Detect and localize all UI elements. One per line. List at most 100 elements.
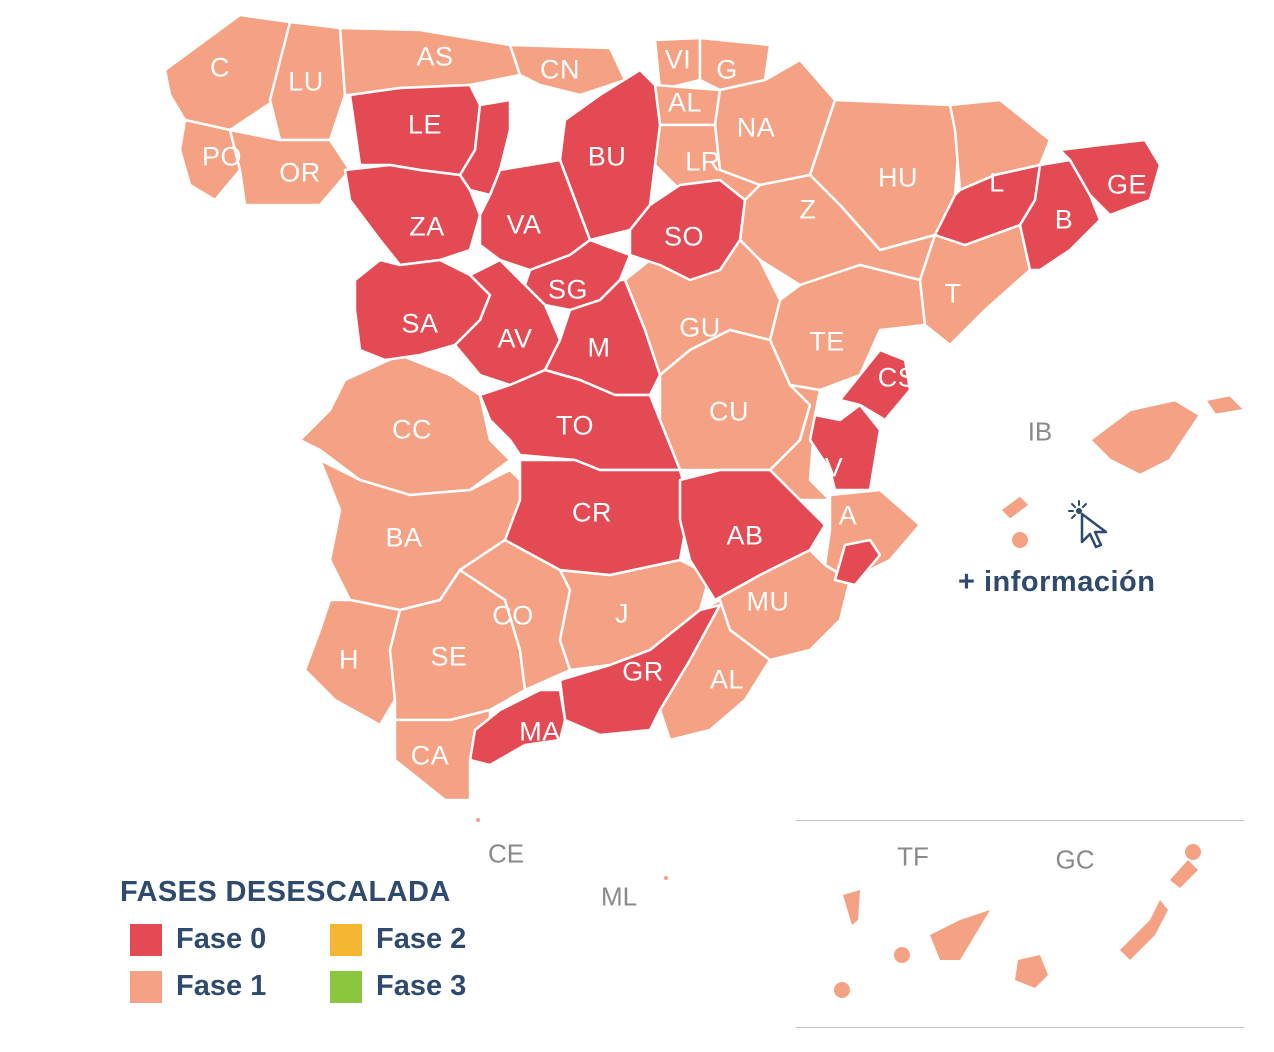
label-SO: SO	[663, 221, 705, 252]
region-AB[interactable]	[678, 468, 827, 602]
label-VA: VA	[506, 209, 542, 240]
region-ZA[interactable]	[343, 163, 482, 267]
label-CN: CN	[540, 54, 580, 85]
legend-item-fase2[interactable]: Fase 2	[320, 923, 520, 956]
label-ML: ML	[600, 881, 638, 912]
region-H[interactable]	[303, 598, 402, 727]
region-GC-graciosa[interactable]	[1185, 844, 1201, 860]
region-CE[interactable]	[476, 818, 480, 822]
legend-label-fase2: Fase 2	[376, 923, 467, 955]
region-SE[interactable]	[388, 568, 527, 722]
label-LE: LE	[407, 109, 443, 140]
label-VI: VI	[664, 44, 692, 75]
region-GC-lanzarote[interactable]	[1170, 860, 1198, 888]
legend-item-fase0[interactable]: Fase 0	[120, 923, 320, 956]
more-info-link[interactable]: + información	[958, 566, 1156, 598]
region-T[interactable]	[918, 223, 1032, 347]
legend-item-fase1[interactable]: Fase 1	[120, 970, 320, 1003]
region-A-coast[interactable]	[833, 538, 882, 587]
label-M: M	[587, 332, 611, 363]
region-IB-ibiza[interactable]	[998, 493, 1032, 522]
legend-item-fase3[interactable]: Fase 3	[320, 970, 520, 1003]
label-CU: CU	[709, 396, 749, 427]
legend-label-fase1: Fase 1	[176, 970, 267, 1002]
label-AB: AB	[726, 520, 764, 551]
swatch-fase0	[130, 923, 162, 956]
label-ZA: ZA	[409, 211, 445, 242]
legend: FASES DESESCALADA Fase 0 Fase 2 Fase 1 F…	[120, 876, 520, 1003]
label-MU: MU	[746, 586, 790, 617]
label-LR: LR	[685, 146, 721, 177]
label-TE: TE	[809, 326, 845, 357]
swatch-fase3	[330, 970, 362, 1003]
label-AL-alava: AL	[667, 87, 703, 118]
label-T: T	[944, 278, 962, 309]
label-TO: TO	[555, 410, 595, 441]
label-HU: HU	[878, 162, 918, 193]
region-GC-fuerteventura[interactable]	[1120, 900, 1168, 960]
label-LU: LU	[288, 66, 324, 97]
label-Z: Z	[799, 194, 817, 225]
swatch-fase1	[130, 970, 162, 1003]
label-L: L	[989, 167, 1005, 198]
region-TF-hierro[interactable]	[834, 982, 850, 998]
label-NA: NA	[736, 112, 776, 143]
region-IB-menorca[interactable]	[1203, 393, 1247, 417]
label-AL-almeria: AL	[709, 664, 745, 695]
region-MA[interactable]	[468, 688, 567, 767]
label-CC: CC	[392, 414, 432, 445]
label-MA: MA	[519, 716, 561, 747]
label-GE: GE	[1106, 169, 1148, 200]
legend-label-fase3: Fase 3	[376, 970, 467, 1002]
label-SE: SE	[430, 641, 468, 672]
label-CR: CR	[572, 497, 612, 528]
label-SA: SA	[401, 308, 439, 339]
region-C[interactable]	[163, 13, 292, 132]
label-AS: AS	[416, 41, 454, 72]
click-cursor-icon[interactable]	[1066, 498, 1122, 554]
canarias-inset-frame	[796, 820, 1244, 1028]
region-CS[interactable]	[838, 348, 912, 422]
label-C: C	[210, 52, 230, 83]
label-CO: CO	[492, 600, 534, 631]
label-BU: BU	[587, 141, 627, 172]
label-CS: CS	[877, 362, 917, 393]
label-OR: OR	[279, 157, 321, 188]
label-B: B	[1054, 204, 1074, 235]
region-IB-mallorca[interactable]	[1088, 398, 1202, 477]
legend-title: FASES DESESCALADA	[120, 876, 451, 908]
label-CA: CA	[410, 740, 450, 771]
label-J: J	[615, 598, 629, 629]
region-GR[interactable]	[558, 603, 722, 737]
region-GE[interactable]	[1058, 138, 1162, 217]
region-TF-gomera[interactable]	[894, 947, 910, 963]
region-V[interactable]	[808, 403, 882, 492]
label-TF: TF	[897, 841, 929, 872]
label-G: G	[716, 54, 738, 85]
legend-label-fase0: Fase 0	[176, 923, 267, 955]
label-CE: CE	[487, 838, 525, 869]
region-CA[interactable]	[393, 708, 492, 802]
region-GC-grancanaria[interactable]	[1015, 955, 1048, 988]
region-OR[interactable]	[228, 128, 352, 207]
label-AV: AV	[497, 323, 533, 354]
label-BA: BA	[385, 522, 423, 553]
region-SO[interactable]	[628, 178, 747, 282]
label-GU: GU	[679, 312, 721, 343]
label-PO: PO	[201, 141, 243, 172]
region-IB-formentera[interactable]	[1012, 532, 1028, 548]
region-B[interactable]	[1018, 158, 1102, 272]
region-ML[interactable]	[664, 876, 668, 880]
region-CN[interactable]	[508, 43, 627, 97]
label-SG: SG	[547, 274, 589, 305]
region-TF-lapalma[interactable]	[843, 890, 860, 925]
label-GR: GR	[622, 656, 664, 687]
label-V: V	[824, 452, 844, 483]
label-P: P	[517, 132, 537, 163]
label-H: H	[339, 644, 359, 675]
label-GC: GC	[1055, 844, 1095, 875]
swatch-fase2	[330, 923, 362, 956]
label-A: A	[838, 500, 858, 531]
region-TF-tenerife[interactable]	[930, 910, 990, 960]
